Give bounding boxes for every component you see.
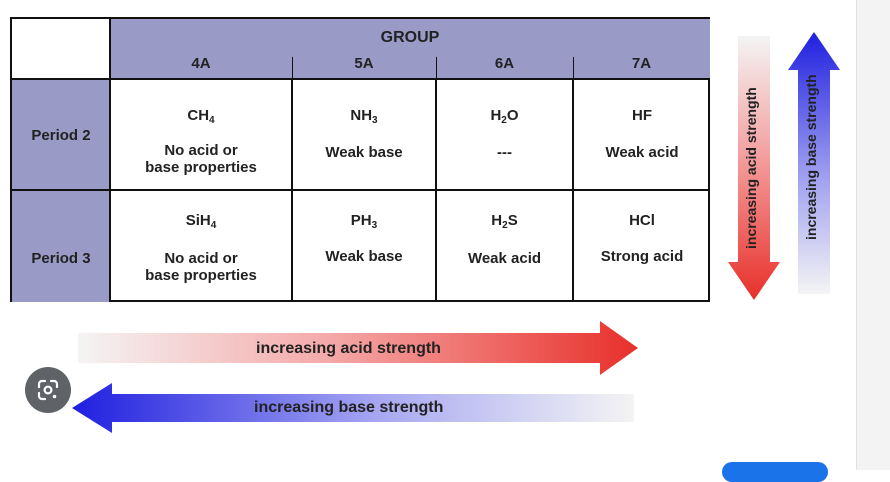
floating-action-pill[interactable] bbox=[722, 462, 828, 482]
formula: HF bbox=[632, 107, 652, 124]
formula: H2S bbox=[491, 212, 518, 231]
periodic-acid-base-table: GROUP 4A 5A 6A 7A Period 2 Period 3 CH4 … bbox=[10, 17, 710, 302]
formula: HCl bbox=[629, 212, 655, 229]
description-line: Strong acid bbox=[600, 248, 684, 265]
horizontal-acid-label: increasing acid strength bbox=[256, 340, 441, 357]
column-divider bbox=[291, 79, 293, 302]
vertical-base-arrow bbox=[788, 32, 840, 294]
description-line: Weak acid bbox=[467, 250, 542, 267]
header-divider bbox=[12, 78, 710, 80]
vertical-acid-arrow bbox=[728, 36, 780, 300]
cell-sih4: SiH4 No acid or base properties bbox=[110, 191, 292, 302]
description-line: No acid or bbox=[164, 250, 238, 267]
formula: SiH4 bbox=[185, 212, 217, 231]
google-lens-button[interactable] bbox=[25, 367, 71, 413]
period-3-label: Period 3 bbox=[31, 250, 91, 267]
horizontal-base-arrow bbox=[72, 383, 634, 433]
description-line: Weak acid bbox=[605, 144, 679, 161]
period-2-label: Period 2 bbox=[31, 127, 91, 144]
formula: PH3 bbox=[350, 212, 378, 231]
cell-hf: HF Weak acid bbox=[574, 80, 710, 189]
cell-ch4: CH4 No acid or base properties bbox=[110, 80, 292, 189]
header-tick bbox=[573, 57, 574, 79]
header-tick bbox=[292, 57, 293, 79]
description-line: Weak base bbox=[325, 144, 403, 161]
group-6a-label: 6A bbox=[494, 55, 515, 72]
column-divider bbox=[572, 79, 574, 302]
description-line: Weak base bbox=[325, 248, 403, 265]
formula: NH3 bbox=[350, 107, 378, 126]
google-lens-icon bbox=[37, 379, 59, 401]
vertical-acid-label: increasing acid strength bbox=[743, 87, 759, 249]
description-line: base properties bbox=[145, 267, 257, 284]
formula: CH4 bbox=[187, 107, 215, 126]
horizontal-acid-arrow bbox=[78, 321, 638, 375]
description-line: No acid or bbox=[164, 142, 238, 159]
cell-h2o: H2O --- bbox=[437, 80, 572, 189]
row-divider bbox=[12, 189, 710, 191]
vertical-base-label: increasing base strength bbox=[803, 74, 819, 240]
scrollbar[interactable] bbox=[856, 0, 890, 470]
description-line: --- bbox=[497, 144, 512, 161]
cell-nh3: NH3 Weak base bbox=[293, 80, 435, 189]
cell-hcl: HCl Strong acid bbox=[574, 191, 710, 302]
group-label: GROUP bbox=[380, 29, 440, 46]
description-line: base properties bbox=[145, 159, 257, 176]
cell-ph3: PH3 Weak base bbox=[293, 191, 435, 302]
cell-h2s: H2S Weak acid bbox=[437, 191, 572, 302]
horizontal-base-label: increasing base strength bbox=[254, 399, 444, 416]
formula: H2O bbox=[490, 107, 519, 126]
column-divider bbox=[435, 79, 437, 302]
column-divider bbox=[109, 19, 111, 302]
group-7a-label: 7A bbox=[631, 55, 652, 72]
group-4a-label: 4A bbox=[191, 55, 211, 72]
header-tick bbox=[436, 57, 437, 79]
group-header bbox=[110, 19, 710, 79]
group-5a-label: 5A bbox=[354, 55, 374, 72]
